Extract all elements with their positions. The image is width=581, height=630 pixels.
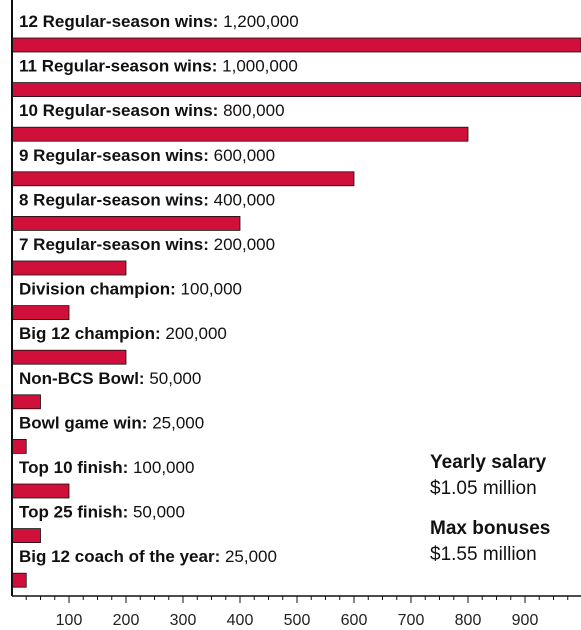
- bar-category: Top 25 finish:: [19, 503, 133, 522]
- bar-label: Non-BCS Bowl: 50,000: [19, 369, 201, 388]
- bar-category: Division champion:: [19, 280, 181, 299]
- x-tick-label: 400: [227, 612, 254, 629]
- bar-category: 7 Regular-season wins:: [19, 235, 214, 254]
- bar-label: Big 12 champion: 200,000: [19, 324, 227, 343]
- salary-value: $1.05 million: [430, 478, 537, 499]
- bar-value-label: 1,200,000: [223, 12, 299, 31]
- bar: [11, 305, 70, 321]
- x-tick-label: 600: [341, 612, 368, 629]
- bar-label: 7 Regular-season wins: 200,000: [19, 235, 275, 254]
- bonus-label: Max bonuses: [430, 518, 551, 539]
- bonus-value: $1.55 million: [430, 544, 537, 565]
- bar-value-label: 25,000: [225, 547, 277, 566]
- summary-salary: Yearly salary $1.05 million: [430, 452, 580, 500]
- bar: [11, 215, 241, 231]
- bar: [11, 37, 581, 53]
- bar-category: Big 12 champion:: [19, 324, 165, 343]
- bar-value-label: 600,000: [214, 146, 275, 165]
- bar-value-label: 50,000: [133, 503, 185, 522]
- labels-layer: 12 Regular-season wins: 1,200,000 11 Regu…: [19, 12, 299, 566]
- x-tick-label: 800: [455, 612, 482, 629]
- bar-category: Big 12 coach of the year:: [19, 547, 225, 566]
- bar-label: Division champion: 100,000: [19, 280, 242, 299]
- bar: [11, 438, 27, 454]
- bar-value-label: 400,000: [214, 190, 275, 209]
- bar-value-label: 25,000: [152, 413, 204, 432]
- bar-label: Big 12 coach of the year: 25,000: [19, 547, 277, 566]
- x-tick-label: 900: [512, 612, 539, 629]
- x-tick-label: 100: [56, 612, 83, 629]
- x-tick-label: 500: [284, 612, 311, 629]
- bar: [11, 572, 27, 588]
- bar-value-label: 50,000: [149, 369, 201, 388]
- bar: [11, 260, 127, 276]
- bar-value-label: 100,000: [133, 458, 194, 477]
- bars-layer: [11, 37, 581, 588]
- bar: [11, 528, 41, 543]
- bar-value-label: 100,000: [181, 280, 242, 299]
- bar-label: 10 Regular-season wins: 800,000: [19, 101, 285, 120]
- bar-category: 9 Regular-season wins:: [19, 146, 214, 165]
- bar-category: Bowl game win:: [19, 413, 152, 432]
- bar-label: Top 10 finish: 100,000: [19, 458, 194, 477]
- x-tick-label: 700: [398, 612, 425, 629]
- x-tick-label: 200: [113, 612, 140, 629]
- bar-label: 9 Regular-season wins: 600,000: [19, 146, 275, 165]
- bar: [11, 394, 41, 410]
- bar: [11, 483, 70, 499]
- bar: [11, 349, 127, 365]
- bar-label: 8 Regular-season wins: 400,000: [19, 190, 275, 209]
- bar-label: 11 Regular-season wins: 1,000,000: [19, 57, 298, 76]
- bar-category: 8 Regular-season wins:: [19, 190, 214, 209]
- bar: [11, 171, 355, 187]
- bar-label: 12 Regular-season wins: 1,200,000: [19, 12, 299, 31]
- bar-category: 12 Regular-season wins:: [19, 12, 223, 31]
- bar-category: 11 Regular-season wins:: [19, 57, 222, 76]
- bar-value-label: 200,000: [214, 235, 275, 254]
- bar-category: 10 Regular-season wins:: [19, 101, 223, 120]
- bar-category: Top 10 finish:: [19, 458, 133, 477]
- bar-label: Top 25 finish: 50,000: [19, 503, 185, 522]
- bar-label: Bowl game win: 25,000: [19, 413, 204, 432]
- x-axis-ticks: 100 200 300 400 500 600 700 800 900: [25, 596, 569, 629]
- x-tick-label: 300: [170, 612, 197, 629]
- bar-value-label: 800,000: [223, 101, 284, 120]
- salary-label: Yearly salary: [430, 452, 547, 473]
- bar: [11, 126, 469, 142]
- bar: [11, 82, 581, 97]
- bar-value-label: 1,000,000: [222, 57, 298, 76]
- bar-category: Non-BCS Bowl:: [19, 369, 149, 388]
- summary-bonus: Max bonuses $1.55 million: [430, 518, 580, 566]
- bar-value-label: 200,000: [165, 324, 226, 343]
